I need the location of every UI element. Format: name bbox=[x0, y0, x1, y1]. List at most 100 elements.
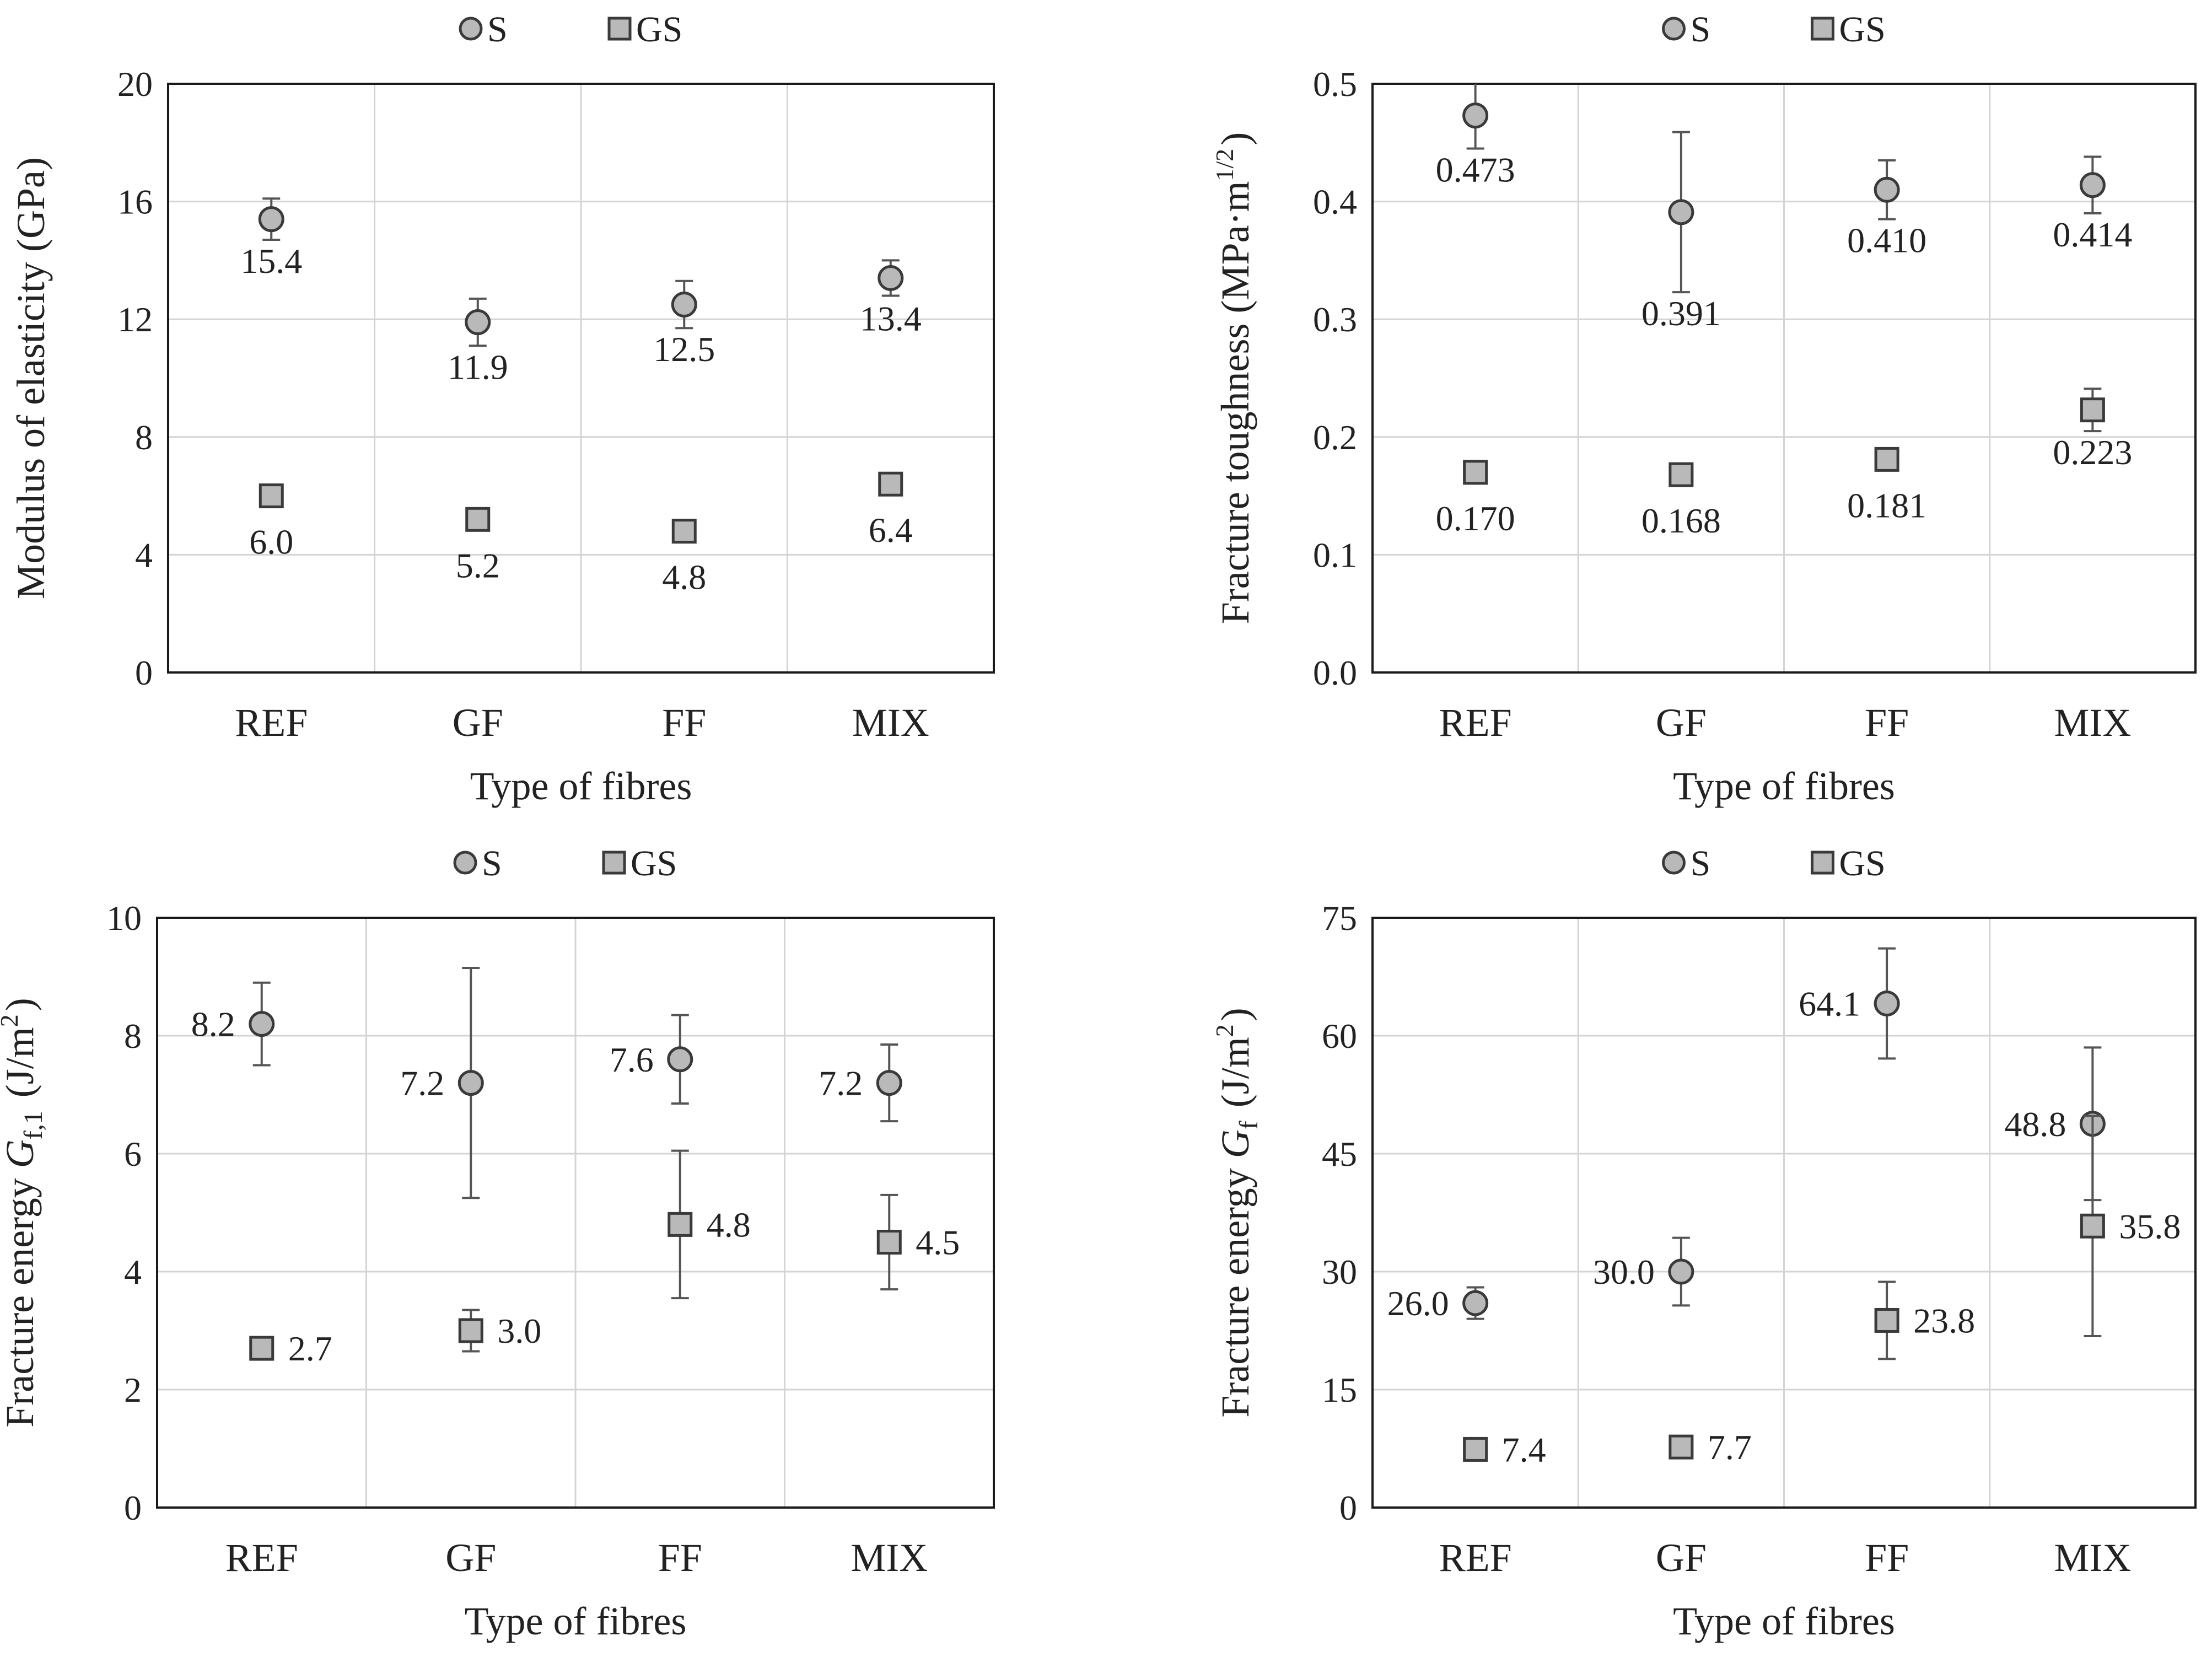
y-axis-title: Fracture toughness (MPa·m1/2 ) bbox=[1210, 132, 1257, 625]
plot-frame bbox=[167, 83, 995, 674]
legend-label: GS bbox=[631, 843, 677, 884]
data-point-gs bbox=[465, 507, 491, 532]
data-label: 6.4 bbox=[869, 510, 913, 550]
x-tick-label: GF bbox=[445, 1536, 496, 1580]
y-tick-label: 75 bbox=[1322, 898, 1357, 938]
y-tick-label: 0 bbox=[124, 1488, 142, 1527]
data-label: 7.6 bbox=[610, 1040, 654, 1079]
x-tick-label: MIX bbox=[851, 1536, 928, 1580]
chart-panel-4: 0 15 30 45 60 75 REF GF FF MIX Type of fibres Fract… bbox=[1210, 843, 2197, 1643]
data-point-s bbox=[876, 1070, 902, 1096]
x-tick-label: REF bbox=[235, 701, 308, 745]
data-label: 11.9 bbox=[448, 347, 508, 386]
legend-label: S bbox=[1691, 843, 1711, 884]
data-label: 0.168 bbox=[1641, 501, 1721, 540]
data-point-gs bbox=[1463, 1436, 1488, 1462]
data-point-s bbox=[1462, 1290, 1489, 1316]
data-label: 3.0 bbox=[497, 1311, 541, 1350]
data-label: 15.4 bbox=[240, 241, 302, 281]
data-point-s bbox=[1668, 1258, 1694, 1285]
legend: S GS bbox=[453, 843, 677, 884]
legend-marker-circle bbox=[1662, 17, 1686, 41]
legend-marker-square bbox=[1811, 851, 1834, 875]
data-point-s bbox=[465, 309, 491, 336]
data-point-s bbox=[249, 1011, 275, 1037]
y-tick-label: 20 bbox=[117, 64, 153, 104]
data-point-gs bbox=[1669, 1434, 1694, 1460]
data-label: 7.2 bbox=[400, 1064, 444, 1103]
legend-marker-circle bbox=[459, 17, 483, 41]
data-label: 0.223 bbox=[2053, 433, 2132, 472]
y-tick-label: 8 bbox=[124, 1016, 142, 1056]
y-tick-label: 16 bbox=[117, 182, 153, 222]
x-tick-label: FF bbox=[1865, 1536, 1909, 1580]
x-tick-label: REF bbox=[1439, 701, 1512, 745]
x-axis-title: Type of fibres bbox=[1673, 764, 1895, 808]
data-label: 30.0 bbox=[1593, 1252, 1655, 1291]
data-point-s bbox=[458, 1070, 484, 1096]
x-tick-label: REF bbox=[1439, 1536, 1512, 1580]
y-tick-label: 6 bbox=[124, 1134, 142, 1174]
x-tick-label: MIX bbox=[2054, 701, 2131, 745]
data-point-s bbox=[1874, 176, 1900, 203]
data-label: 23.8 bbox=[1913, 1301, 1975, 1340]
x-tick-label: GF bbox=[1656, 1536, 1707, 1580]
data-point-gs bbox=[1669, 462, 1694, 487]
data-point-s bbox=[878, 265, 904, 291]
y-tick-label: 0.0 bbox=[1313, 653, 1357, 692]
legend-label: GS bbox=[1839, 843, 1886, 884]
data-label: 48.8 bbox=[2004, 1105, 2066, 1144]
data-point-gs bbox=[878, 471, 903, 497]
data-label: 4.8 bbox=[707, 1205, 751, 1244]
x-tick-label: GF bbox=[1656, 701, 1707, 745]
y-axis-title: Fracture energy Gf,1 (J/m2 ) bbox=[0, 998, 48, 1427]
legend: S GS bbox=[1662, 9, 1886, 50]
legend-marker-circle bbox=[1662, 851, 1686, 875]
y-axis-title: Fracture energy Gf (J/m2 ) bbox=[1210, 1008, 1263, 1417]
data-label: 5.2 bbox=[456, 546, 500, 585]
y-tick-label: 60 bbox=[1322, 1016, 1357, 1056]
data-label: 12.5 bbox=[653, 330, 715, 369]
legend-label: S bbox=[482, 843, 502, 884]
plot-frame bbox=[1371, 83, 2197, 674]
data-label: 0.473 bbox=[1436, 150, 1515, 189]
data-label: 0.170 bbox=[1436, 499, 1515, 538]
data-label: 26.0 bbox=[1387, 1284, 1449, 1323]
legend-marker-square bbox=[1811, 17, 1834, 41]
y-tick-label: 10 bbox=[106, 898, 142, 938]
legend-label: S bbox=[487, 9, 508, 50]
y-tick-label: 45 bbox=[1322, 1134, 1357, 1174]
data-point-gs bbox=[1874, 1307, 1899, 1333]
legend: S GS bbox=[459, 9, 682, 50]
legend-marker-circle bbox=[453, 851, 477, 875]
data-point-gs bbox=[2080, 397, 2105, 423]
y-tick-label: 4 bbox=[135, 535, 153, 574]
legend: S GS bbox=[1662, 843, 1886, 884]
data-label: 7.7 bbox=[1708, 1428, 1752, 1467]
data-label: 6.0 bbox=[249, 523, 293, 562]
data-point-gs bbox=[1463, 460, 1488, 485]
data-point-s bbox=[1668, 199, 1694, 225]
data-label: 7.4 bbox=[1502, 1430, 1546, 1469]
data-point-s bbox=[1874, 991, 1900, 1017]
legend-label: S bbox=[1691, 9, 1711, 50]
data-label: 35.8 bbox=[2119, 1207, 2181, 1246]
data-label: 0.181 bbox=[1847, 486, 1926, 525]
chart-panel-2: 0.0 0.1 0.2 0.3 0.4 0.5 REF GF FF MIX Type of fibr… bbox=[1210, 9, 2197, 808]
x-tick-label: REF bbox=[225, 1536, 298, 1580]
y-tick-label: 0.5 bbox=[1313, 64, 1357, 104]
x-axis-title: Type of fibres bbox=[1673, 1599, 1895, 1643]
data-point-gs bbox=[249, 1336, 275, 1361]
data-label: 4.8 bbox=[662, 558, 706, 597]
data-point-gs bbox=[671, 519, 697, 544]
x-tick-label: FF bbox=[662, 701, 706, 745]
y-axis-title: Modulus of elasticity (GPa) bbox=[9, 157, 53, 599]
y-tick-label: 2 bbox=[124, 1370, 142, 1409]
plot-frame bbox=[156, 917, 995, 1509]
chart-panel-3: 0 2 4 6 8 10 REF GF FF MIX Type of fibres Fracture … bbox=[0, 843, 995, 1643]
data-point-gs bbox=[876, 1230, 902, 1255]
data-label: 0.410 bbox=[1847, 221, 1926, 260]
y-tick-label: 0 bbox=[1339, 1488, 1357, 1527]
y-tick-label: 12 bbox=[117, 300, 153, 339]
